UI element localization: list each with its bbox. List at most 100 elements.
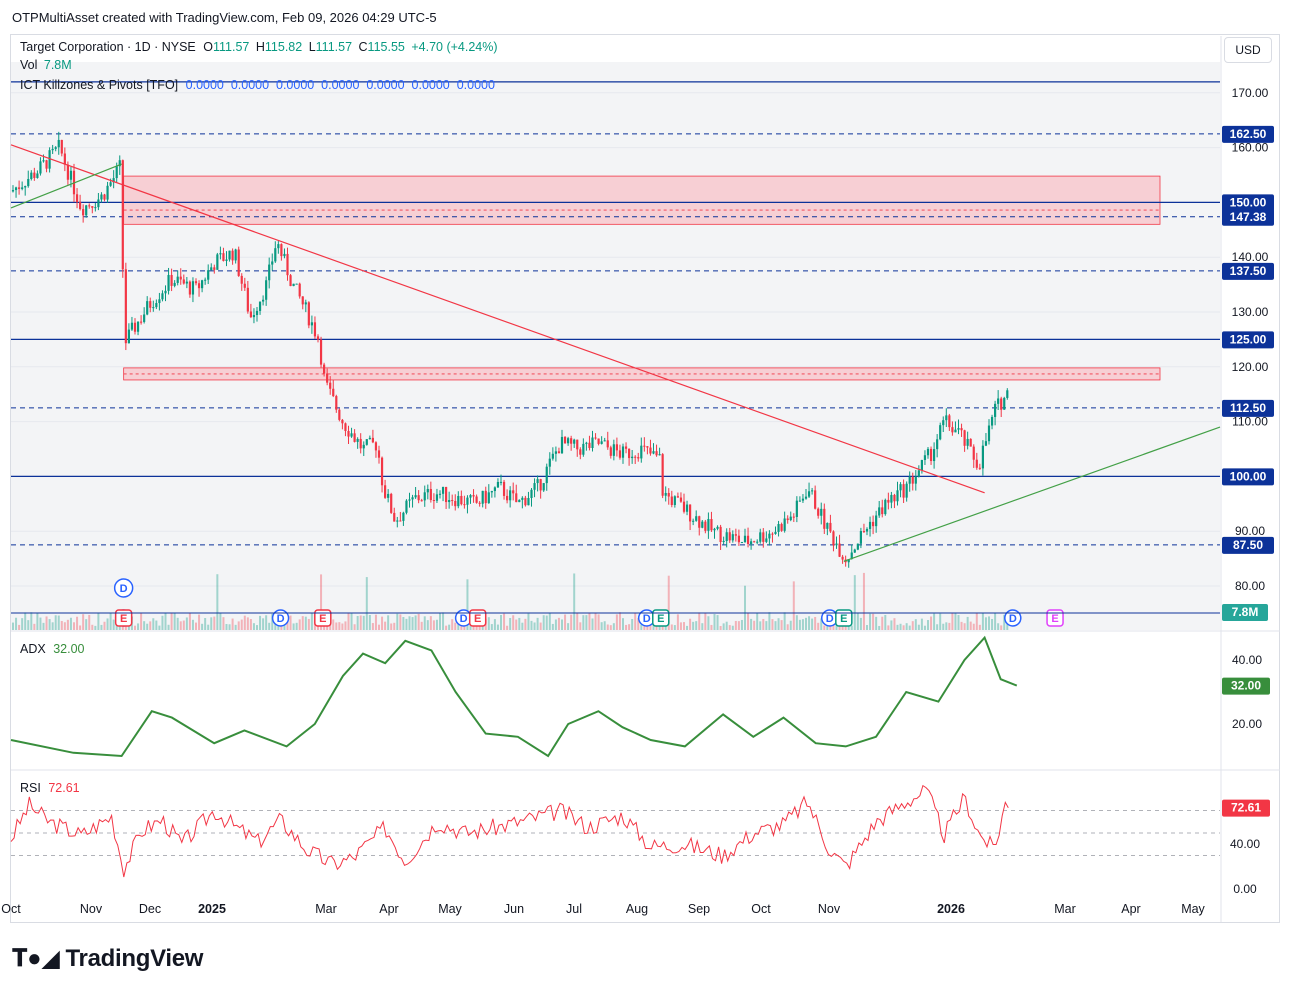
volume-bar <box>179 621 182 630</box>
volume-bar <box>808 616 811 630</box>
candle-body <box>63 153 66 165</box>
candle-body <box>194 281 198 284</box>
candle-body <box>304 302 307 305</box>
volume-bar <box>158 625 161 630</box>
candle-body <box>283 253 286 257</box>
volume-bar <box>527 613 530 630</box>
volume-bar <box>439 612 441 630</box>
volume-bar <box>686 625 689 630</box>
volume-bar <box>442 612 445 630</box>
close-value: 115.55 <box>367 40 405 54</box>
indicator-values: 0.0000 0.0000 0.0000 0.0000 0.0000 0.000… <box>185 78 495 92</box>
currency-button[interactable]: USD <box>1224 37 1272 63</box>
volume-bar <box>542 615 545 630</box>
volume-bar <box>942 623 945 630</box>
volume-bar <box>902 625 905 630</box>
candle-body <box>975 459 978 468</box>
volume-bar <box>176 617 179 630</box>
adx-line <box>10 635 1018 758</box>
candle-body <box>707 519 710 531</box>
candle-body <box>460 495 463 505</box>
candle-body <box>762 532 765 542</box>
volume-bar <box>872 613 875 630</box>
candle-body <box>112 178 115 183</box>
candle-body <box>789 516 792 521</box>
candle-body <box>832 531 835 546</box>
volume-bar <box>188 613 191 630</box>
time-tick-label: May <box>1181 902 1205 916</box>
candle-body <box>405 500 408 513</box>
candle-body <box>780 524 783 531</box>
candle-body <box>234 249 237 261</box>
volume-bar <box>567 623 570 630</box>
candle-body <box>884 499 887 515</box>
volume-bar <box>615 614 618 630</box>
volume-bar <box>396 613 399 630</box>
volume-bar <box>106 618 109 630</box>
volume-bar <box>774 621 777 630</box>
volume-bar <box>350 613 353 630</box>
volume-bar <box>76 616 79 630</box>
candle-body <box>890 494 893 503</box>
volume-bar <box>301 616 304 630</box>
candle-body <box>231 250 234 261</box>
candle-body <box>984 441 988 446</box>
price-badge <box>1222 536 1274 554</box>
volume-bar <box>637 617 640 630</box>
volume-bar <box>692 621 695 630</box>
rsi-badge <box>1222 799 1270 817</box>
adx-tick-label: 40.00 <box>1232 653 1262 667</box>
candle-body <box>109 182 112 186</box>
volume-bar <box>811 618 814 630</box>
candle-body <box>600 441 603 444</box>
candle-body <box>188 281 191 295</box>
volume-bar <box>33 623 36 630</box>
candle-body <box>643 445 646 447</box>
volume-bar <box>448 624 451 630</box>
candle-body <box>811 490 814 492</box>
volume-bar <box>594 613 597 630</box>
volume-bar <box>551 623 554 630</box>
candle-body <box>612 444 615 456</box>
volume-bar <box>625 624 628 630</box>
volume-bar <box>54 615 57 630</box>
candle-body <box>24 186 27 188</box>
candle-body <box>637 457 640 459</box>
volume-bar <box>856 612 859 630</box>
volume-bar <box>384 621 387 630</box>
volume-value: 7.8M <box>43 58 72 72</box>
volume-bar <box>12 622 14 630</box>
tradingview-logo[interactable]: 𝐓●◢ TradingView <box>12 944 203 973</box>
volume-bar <box>512 615 515 630</box>
candle-body <box>817 508 820 516</box>
volume-bar <box>561 619 563 630</box>
candle-body <box>509 490 512 501</box>
volume-bar <box>463 623 466 630</box>
volume-bar <box>1000 625 1003 630</box>
candle-body <box>725 532 728 541</box>
volume-bar <box>612 623 615 630</box>
volume-bar <box>134 625 136 630</box>
volume-bar <box>673 625 676 630</box>
price-badge-label: 125.00 <box>1230 332 1267 346</box>
volume-bar <box>597 614 600 630</box>
candle-body <box>573 439 576 444</box>
candle-body <box>490 491 493 493</box>
candle-body <box>222 253 225 261</box>
volume-bar <box>728 625 731 630</box>
volume-bar <box>268 622 271 630</box>
time-tick-label: Apr <box>379 902 398 916</box>
volume-bar <box>332 619 335 630</box>
volume-bar <box>927 620 929 630</box>
candle-body <box>676 496 679 498</box>
volume-bar <box>792 581 795 630</box>
volume-bar <box>408 616 411 630</box>
candle-body <box>350 433 353 437</box>
candle-body <box>917 470 920 477</box>
candle-body <box>384 485 387 498</box>
candle-body <box>1003 397 1006 410</box>
candle-body <box>307 302 310 326</box>
volume-bar <box>295 622 298 630</box>
event-marker-label: E <box>1051 613 1058 625</box>
